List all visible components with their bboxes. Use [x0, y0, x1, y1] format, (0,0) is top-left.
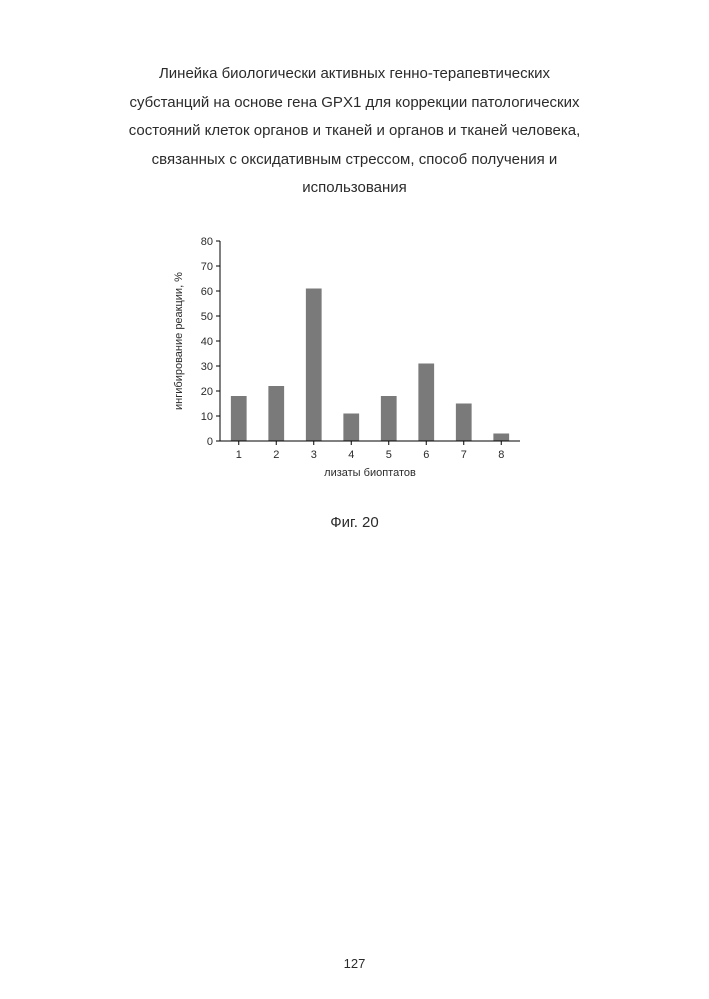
svg-text:7: 7 [460, 449, 466, 461]
title-line: состояний клеток органов и тканей и орга… [129, 122, 581, 139]
svg-text:20: 20 [200, 386, 212, 398]
svg-text:4: 4 [348, 449, 354, 461]
title-line: субстанций на основе гена GPX1 для корре… [129, 94, 579, 111]
title-line: использования [302, 179, 407, 196]
svg-text:10: 10 [200, 411, 212, 423]
svg-text:30: 30 [200, 361, 212, 373]
svg-text:6: 6 [423, 449, 429, 461]
svg-text:0: 0 [206, 436, 212, 448]
svg-text:60: 60 [200, 286, 212, 298]
bar-chart: 0 10 20 30 40 50 60 70 80 1 2 3 4 5 6 7 8 лизаты биоптато… [165, 233, 545, 486]
svg-text:3: 3 [310, 449, 316, 461]
svg-text:2: 2 [273, 449, 279, 461]
title-line: Линейка биологически активных генно-тера… [159, 65, 550, 82]
svg-text:5: 5 [385, 449, 391, 461]
svg-text:8: 8 [498, 449, 504, 461]
svg-text:лизаты биоптатов: лизаты биоптатов [324, 467, 416, 479]
chart-svg: 0 10 20 30 40 50 60 70 80 1 2 3 4 5 6 7 8 лизаты биоптато… [165, 233, 530, 486]
page-number: 127 [0, 956, 709, 971]
svg-text:50: 50 [200, 311, 212, 323]
svg-text:70: 70 [200, 261, 212, 273]
figure-caption: Фиг. 20 [70, 514, 639, 531]
svg-text:1: 1 [235, 449, 241, 461]
svg-text:80: 80 [200, 236, 212, 248]
svg-text:40: 40 [200, 336, 212, 348]
document-title: Линейка биологически активных генно-тера… [70, 60, 639, 203]
page: Линейка биологически активных генно-тера… [0, 0, 709, 999]
svg-text:ингибирование реакции, %: ингибирование реакции, % [173, 271, 185, 409]
title-line: связанных с оксидативным стрессом, спосо… [152, 151, 558, 168]
